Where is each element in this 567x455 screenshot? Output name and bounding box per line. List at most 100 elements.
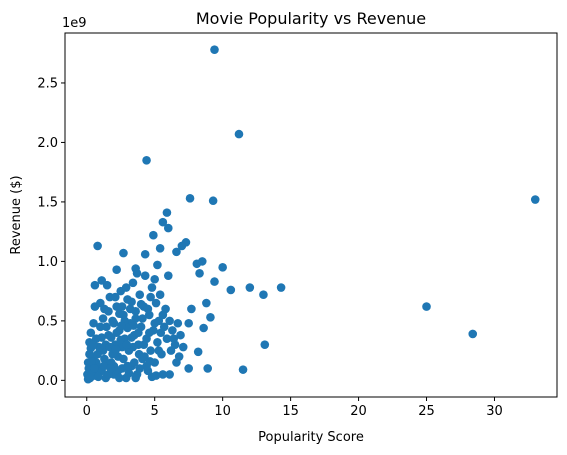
y-tick-label: 1.5 bbox=[37, 195, 58, 210]
data-point bbox=[94, 372, 103, 381]
y-tick-label: 2.0 bbox=[37, 136, 58, 151]
chart-title: Movie Popularity vs Revenue bbox=[196, 9, 426, 28]
data-point bbox=[246, 283, 255, 292]
data-point bbox=[203, 364, 212, 373]
data-point bbox=[117, 321, 126, 330]
data-point bbox=[159, 311, 168, 320]
x-tick-label: 10 bbox=[214, 404, 231, 419]
data-point bbox=[260, 340, 269, 349]
data-point bbox=[422, 302, 431, 311]
x-tick-label: 5 bbox=[151, 404, 159, 419]
data-point bbox=[142, 156, 151, 165]
data-point bbox=[165, 317, 174, 326]
data-point bbox=[239, 365, 248, 374]
data-point bbox=[140, 340, 149, 349]
data-point bbox=[112, 265, 121, 274]
data-point bbox=[169, 334, 178, 343]
data-point bbox=[112, 345, 121, 354]
x-tick-label: 15 bbox=[282, 404, 299, 419]
data-point bbox=[89, 340, 98, 349]
y-tick-label: 2.5 bbox=[37, 76, 58, 91]
x-axis-label: Popularity Score bbox=[258, 430, 364, 445]
data-point bbox=[218, 263, 227, 272]
y-axis-label: Revenue ($) bbox=[9, 175, 24, 254]
data-point bbox=[93, 242, 102, 251]
data-point bbox=[531, 195, 540, 204]
data-point bbox=[156, 244, 165, 253]
data-point bbox=[111, 293, 120, 302]
data-point bbox=[119, 249, 128, 258]
data-point bbox=[131, 374, 140, 383]
data-point bbox=[163, 208, 172, 217]
data-point bbox=[152, 371, 161, 380]
x-tick-label: 20 bbox=[350, 404, 367, 419]
data-point bbox=[123, 340, 132, 349]
data-point bbox=[146, 357, 155, 366]
data-point bbox=[153, 338, 162, 347]
data-point bbox=[468, 330, 477, 339]
data-point bbox=[87, 328, 96, 337]
data-point bbox=[126, 305, 135, 314]
x-tick-label: 30 bbox=[486, 404, 503, 419]
data-point bbox=[194, 348, 203, 357]
data-point bbox=[145, 328, 154, 337]
data-point bbox=[202, 299, 211, 308]
data-point bbox=[110, 319, 119, 328]
data-point bbox=[135, 290, 144, 299]
data-point bbox=[165, 370, 174, 379]
data-point bbox=[186, 194, 195, 203]
data-point bbox=[104, 307, 113, 316]
data-point bbox=[179, 343, 188, 352]
data-point bbox=[118, 302, 127, 311]
data-point bbox=[209, 196, 218, 205]
data-point bbox=[149, 231, 158, 240]
data-point bbox=[133, 269, 142, 278]
data-point bbox=[227, 286, 236, 295]
data-point bbox=[153, 261, 162, 270]
y-tick-label: 0.0 bbox=[37, 374, 58, 389]
data-point bbox=[156, 290, 165, 299]
data-point bbox=[150, 319, 159, 328]
y-tick-label: 0.5 bbox=[37, 314, 58, 329]
data-point bbox=[127, 298, 136, 307]
data-point bbox=[91, 281, 100, 290]
data-point bbox=[96, 299, 105, 308]
x-tick-label: 0 bbox=[83, 404, 91, 419]
data-point bbox=[122, 283, 131, 292]
data-point bbox=[127, 333, 136, 342]
data-point bbox=[123, 362, 132, 371]
data-point bbox=[102, 323, 111, 332]
data-point bbox=[90, 364, 99, 373]
data-point bbox=[174, 319, 183, 328]
data-point bbox=[195, 269, 204, 278]
x-tick-label: 25 bbox=[418, 404, 435, 419]
data-point bbox=[210, 45, 219, 54]
data-point bbox=[141, 271, 150, 280]
data-point bbox=[210, 277, 219, 286]
data-point bbox=[99, 314, 108, 323]
data-point bbox=[150, 275, 159, 284]
data-point bbox=[115, 374, 124, 383]
data-point bbox=[138, 314, 147, 323]
y-tick-label: 1.0 bbox=[37, 255, 58, 270]
data-point bbox=[168, 326, 177, 335]
data-point bbox=[184, 319, 193, 328]
data-point bbox=[184, 364, 193, 373]
data-point bbox=[164, 224, 173, 233]
data-point bbox=[154, 346, 163, 355]
data-point bbox=[103, 281, 112, 290]
data-point bbox=[164, 271, 173, 280]
data-point bbox=[146, 293, 155, 302]
data-point bbox=[277, 283, 286, 292]
data-point bbox=[206, 313, 215, 322]
data-point bbox=[259, 290, 268, 299]
data-point bbox=[157, 328, 166, 337]
y-offset-label: 1e9 bbox=[62, 16, 87, 31]
data-point bbox=[187, 305, 196, 314]
data-point bbox=[148, 283, 157, 292]
data-point bbox=[97, 333, 106, 342]
data-point bbox=[198, 257, 207, 266]
data-point bbox=[141, 250, 150, 259]
